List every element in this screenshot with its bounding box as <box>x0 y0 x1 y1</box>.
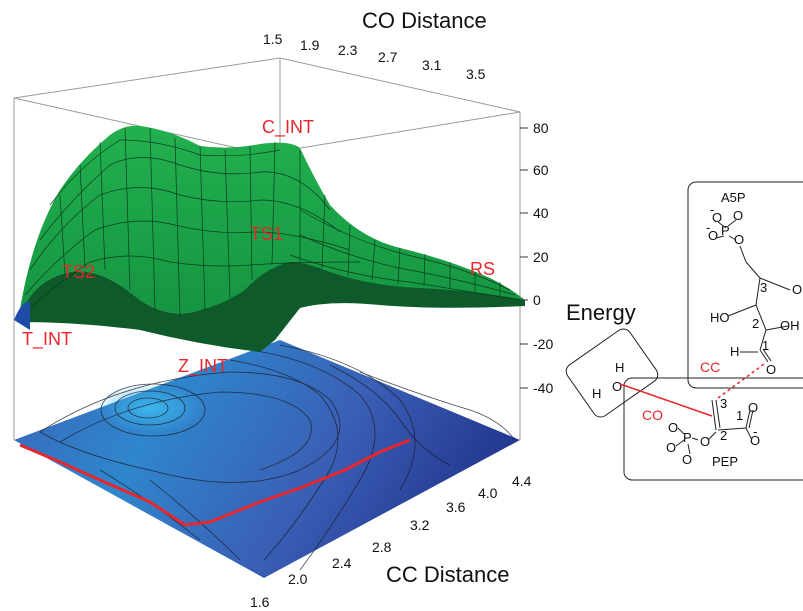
cc-axis: CC Distance 1.6 2.0 2.4 2.8 3.2 3.6 4.0 … <box>250 473 532 610</box>
pep-p: P <box>683 430 692 445</box>
energy-surface <box>14 125 525 352</box>
energy-ticks <box>520 127 528 389</box>
state-ts1: TS1 <box>250 224 283 244</box>
state-rs: RS <box>470 259 495 279</box>
cc-tick-1.6: 1.6 <box>250 594 270 610</box>
pep-o3: O <box>668 420 678 435</box>
a5p-c3: 3 <box>760 280 767 295</box>
pep-o2: O <box>750 433 760 448</box>
a5p-oh-2: OH <box>780 318 800 333</box>
a5p-ho: HO <box>710 310 730 325</box>
cc-tick-4.4: 4.4 <box>512 473 532 489</box>
cc-tick-2.8: 2.8 <box>372 539 392 555</box>
cc-tick-3.2: 3.2 <box>410 517 430 533</box>
pep-c2: 2 <box>720 428 727 443</box>
energy-tick-neg40: -40 <box>533 380 553 396</box>
co-tick-1.5: 1.5 <box>263 31 283 47</box>
cc-axis-title: CC Distance <box>386 562 509 587</box>
water-h2: H <box>592 386 601 401</box>
pep-title: PEP <box>712 454 738 469</box>
pep-c1: 1 <box>736 408 743 423</box>
energy-tick-neg20: -20 <box>533 336 553 352</box>
a5p-p: P <box>721 223 730 238</box>
energy-tick-60: 60 <box>533 162 549 178</box>
reaction-path <box>19 438 411 527</box>
energy-tick-20: 20 <box>533 249 549 265</box>
a5p-box <box>687 181 803 389</box>
state-labels: C_INT TS1 TS2 RS T_INT Z_INT <box>22 117 495 377</box>
energy-tick-40: 40 <box>533 205 549 221</box>
water-o: O <box>612 379 622 394</box>
a5p-o: O <box>766 362 776 377</box>
co-tick-3.1: 3.1 <box>422 57 442 73</box>
a5p-oh-1: OH <box>792 282 803 297</box>
pep-box <box>623 377 803 481</box>
energy-axis: 80 60 40 20 0 -20 -40 <box>533 120 553 396</box>
pep-minus: - <box>753 424 757 439</box>
a5p-minus-1: - <box>710 202 714 217</box>
a5p-title: A5P <box>721 190 746 205</box>
state-z-int: Z_INT <box>178 356 228 377</box>
energy-label: Energy <box>566 300 636 325</box>
energy-tick-0: 0 <box>533 292 541 308</box>
a5p-o-dbl: O <box>733 208 743 223</box>
energy-tick-80: 80 <box>533 120 549 136</box>
cc-tick-2.4: 2.4 <box>332 555 352 571</box>
state-ts2: TS2 <box>62 262 95 282</box>
co-label: CO <box>642 407 663 423</box>
a5p-c2: 2 <box>752 316 759 331</box>
pep-o4: O <box>666 440 676 455</box>
co-tick-2.7: 2.7 <box>378 49 398 65</box>
cc-bond-line <box>717 363 765 399</box>
a5p-minus-2: - <box>706 220 710 235</box>
pep-o5: O <box>682 452 692 467</box>
co-tick-2.3: 2.3 <box>338 42 358 58</box>
water-box <box>565 328 659 418</box>
a5p-c1: 1 <box>762 338 769 353</box>
cc-tick-2.0: 2.0 <box>288 571 308 587</box>
a5p-o-link: O <box>734 232 744 247</box>
cc-tick-3.6: 3.6 <box>446 499 466 515</box>
cc-tick-4.0: 4.0 <box>478 485 498 501</box>
co-tick-3.5: 3.5 <box>466 66 486 82</box>
state-c-int: C_INT <box>262 117 314 138</box>
reaction-scheme: Energy A5P O - O P O - O OH HO OH <box>565 181 803 481</box>
contour-floor <box>14 340 520 578</box>
pep-o-link: O <box>700 434 710 449</box>
co-tick-1.9: 1.9 <box>300 37 320 53</box>
co-axis-title: CO Distance <box>362 8 487 33</box>
state-t-int: T_INT <box>22 329 72 350</box>
pep-c3: 3 <box>720 396 727 411</box>
cc-label: CC <box>700 359 720 375</box>
a5p-o-left: O <box>708 228 718 243</box>
water-h1: H <box>615 360 624 375</box>
co-bond-line <box>619 383 713 417</box>
a5p-o-top: O <box>712 210 722 225</box>
a5p-h: H <box>730 344 739 359</box>
co-axis: CO Distance 1.5 1.9 2.3 2.7 3.1 3.5 <box>263 8 487 82</box>
pep-o1: O <box>748 400 758 415</box>
